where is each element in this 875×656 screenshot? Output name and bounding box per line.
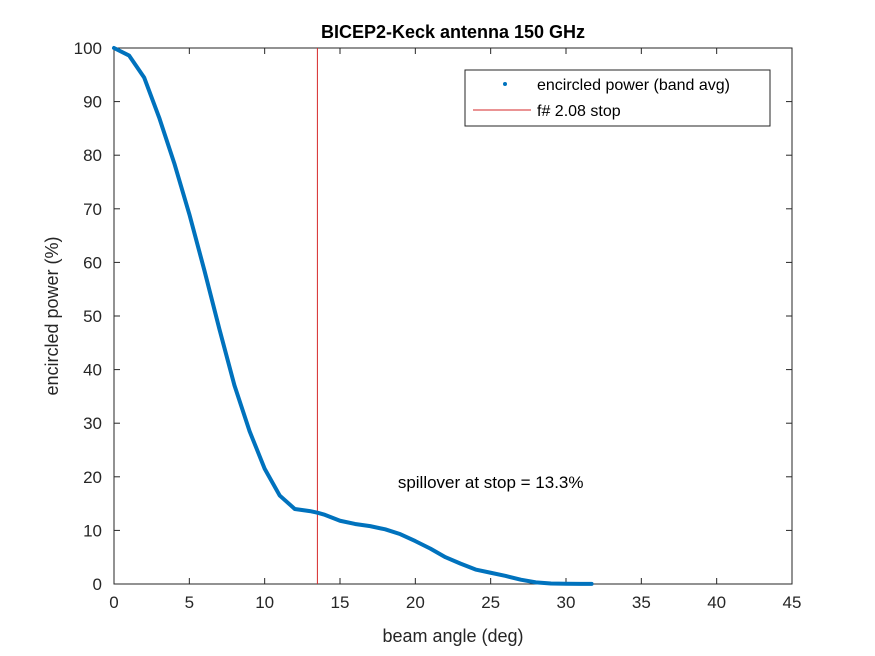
data-point bbox=[278, 493, 282, 498]
tick-marks bbox=[113, 47, 793, 585]
data-point bbox=[413, 539, 417, 543]
data-point bbox=[157, 116, 161, 120]
data-point bbox=[323, 513, 327, 517]
y-tick-label: 60 bbox=[83, 253, 102, 272]
tick-labels: 0 5 10 15 20 25 30 35 40 45 0 10 20 30 40 50 60 70 80 90 100 bbox=[74, 39, 802, 612]
data-point bbox=[248, 429, 252, 433]
data-point bbox=[308, 509, 312, 513]
y-tick-label: 70 bbox=[83, 200, 102, 219]
data-point bbox=[202, 268, 206, 273]
legend-label-stop: f# 2.08 stop bbox=[537, 103, 621, 120]
data-point bbox=[489, 571, 493, 575]
data-point bbox=[293, 507, 297, 511]
data-point bbox=[534, 580, 538, 584]
x-axis-label: beam angle (deg) bbox=[382, 626, 523, 646]
data-point bbox=[590, 582, 594, 586]
y-tick-label: 30 bbox=[83, 414, 102, 433]
legend: encircled power (band avg) f# 2.08 stop bbox=[464, 69, 771, 127]
data-point bbox=[353, 522, 357, 526]
data-point bbox=[142, 75, 146, 80]
data-point bbox=[474, 567, 478, 572]
data-point bbox=[263, 467, 267, 471]
data-point bbox=[519, 578, 523, 582]
data-point bbox=[398, 532, 402, 536]
data-point bbox=[187, 212, 191, 216]
y-tick-label: 0 bbox=[93, 575, 102, 594]
series-line-encircled-power bbox=[112, 46, 594, 586]
legend-box bbox=[464, 69, 771, 127]
y-tick-label: 90 bbox=[83, 93, 102, 112]
data-point bbox=[217, 327, 222, 331]
data-point bbox=[368, 524, 372, 528]
x-tick-label: 20 bbox=[406, 593, 425, 612]
data-point bbox=[564, 582, 568, 586]
data-point bbox=[443, 555, 448, 559]
data-point bbox=[383, 527, 387, 531]
axes-frame bbox=[113, 47, 793, 585]
x-tick-label: 5 bbox=[185, 593, 194, 612]
legend-label-encircled-power: encircled power (band avg) bbox=[537, 77, 730, 94]
x-tick-label: 30 bbox=[557, 593, 576, 612]
y-tick-label: 100 bbox=[74, 39, 102, 58]
legend-marker-encircled-power bbox=[503, 82, 507, 86]
data-point bbox=[172, 161, 176, 165]
y-tick-label: 50 bbox=[83, 307, 102, 326]
x-tick-label: 0 bbox=[109, 593, 118, 612]
x-tick-label: 45 bbox=[783, 593, 802, 612]
plot-area bbox=[112, 46, 594, 586]
x-tick-label: 10 bbox=[255, 593, 274, 612]
data-point bbox=[112, 46, 116, 50]
y-tick-label: 40 bbox=[83, 361, 102, 380]
x-tick-label: 15 bbox=[331, 593, 350, 612]
x-tick-label: 35 bbox=[632, 593, 651, 612]
y-tick-label: 80 bbox=[83, 146, 102, 165]
x-tick-label: 40 bbox=[707, 593, 726, 612]
x-tick-label: 25 bbox=[481, 593, 500, 612]
y-tick-label: 20 bbox=[83, 468, 102, 487]
data-point bbox=[127, 53, 131, 58]
data-point bbox=[458, 562, 463, 566]
y-tick-label: 10 bbox=[83, 521, 102, 540]
data-point bbox=[504, 574, 508, 578]
data-point bbox=[338, 519, 342, 523]
spillover-annotation: spillover at stop = 13.3% bbox=[398, 473, 584, 492]
data-point bbox=[232, 384, 237, 388]
chart-title: BICEP2-Keck antenna 150 GHz bbox=[321, 22, 585, 42]
data-point bbox=[549, 581, 553, 586]
y-axis-label: encircled power (%) bbox=[42, 236, 62, 395]
data-point bbox=[315, 511, 319, 515]
data-point bbox=[579, 582, 583, 586]
data-point bbox=[428, 547, 432, 551]
